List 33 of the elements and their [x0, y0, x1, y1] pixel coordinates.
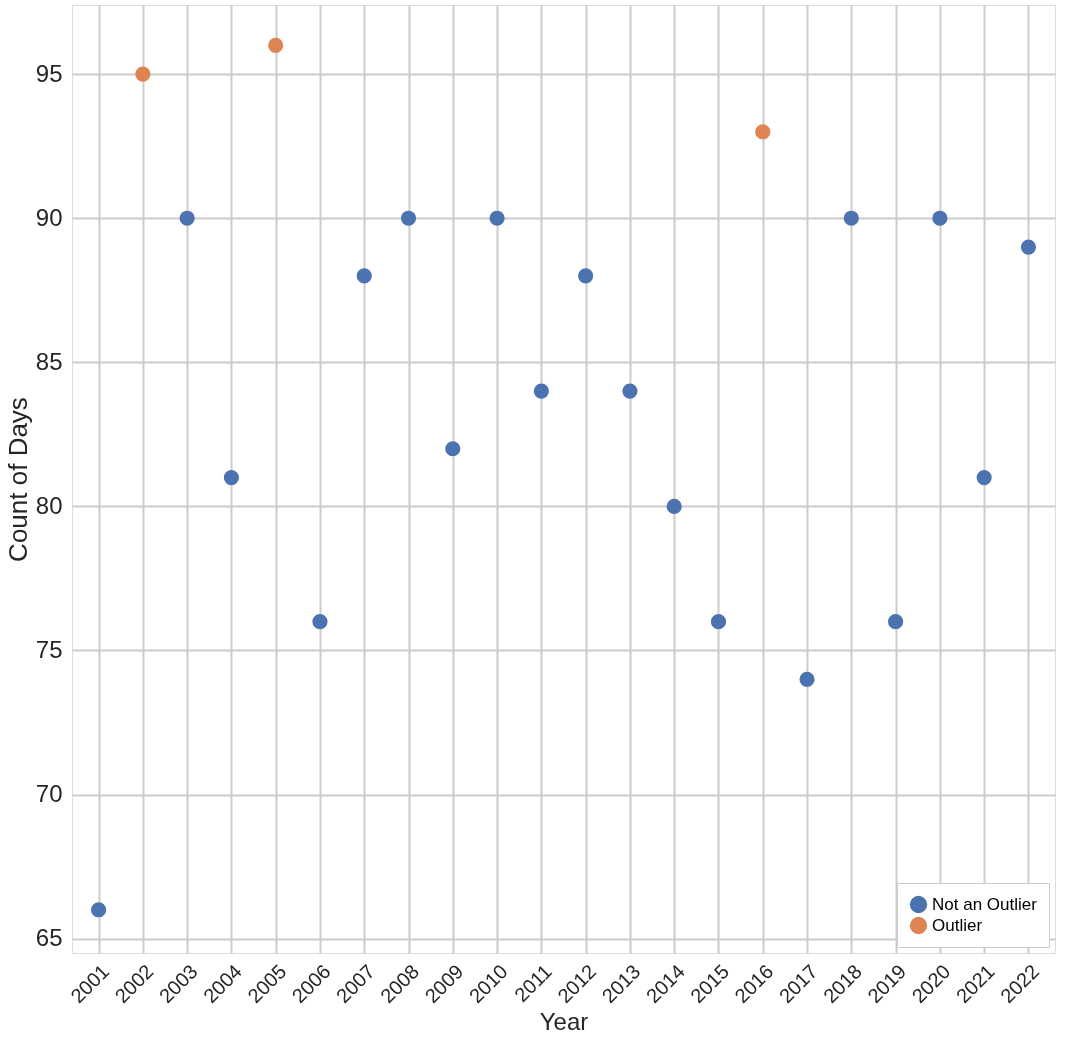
legend-label: Outlier: [932, 915, 983, 935]
point: [356, 268, 372, 284]
point: [1020, 239, 1037, 255]
point: [445, 441, 461, 457]
point: [755, 124, 771, 140]
point: [135, 66, 151, 82]
point: [976, 469, 992, 486]
y-tick-label: 90: [35, 203, 63, 231]
y-tick-label: 75: [35, 635, 63, 663]
point: [666, 498, 682, 514]
point: [90, 902, 107, 918]
point: [489, 210, 505, 226]
point: [268, 37, 284, 53]
legend-label: Not an Outlier: [932, 894, 1038, 914]
y-tick-label: 95: [35, 59, 63, 87]
y-tick-label: 70: [35, 780, 63, 808]
point: [400, 210, 417, 226]
point: [578, 268, 594, 284]
y-tick-label: 85: [35, 347, 63, 375]
point: [932, 210, 948, 226]
point: [843, 210, 859, 226]
point: [312, 614, 328, 630]
y-tick-label: 80: [35, 491, 63, 519]
point: [710, 614, 727, 630]
point: [799, 671, 815, 687]
point: [622, 383, 638, 399]
y-axis-title: Count of Days: [2, 397, 33, 562]
point: [888, 614, 904, 630]
y-tick-label: 65: [35, 924, 63, 952]
point: [533, 383, 549, 399]
point: [223, 469, 239, 486]
x-axis-title: Year: [539, 1008, 589, 1036]
point: [179, 210, 195, 226]
